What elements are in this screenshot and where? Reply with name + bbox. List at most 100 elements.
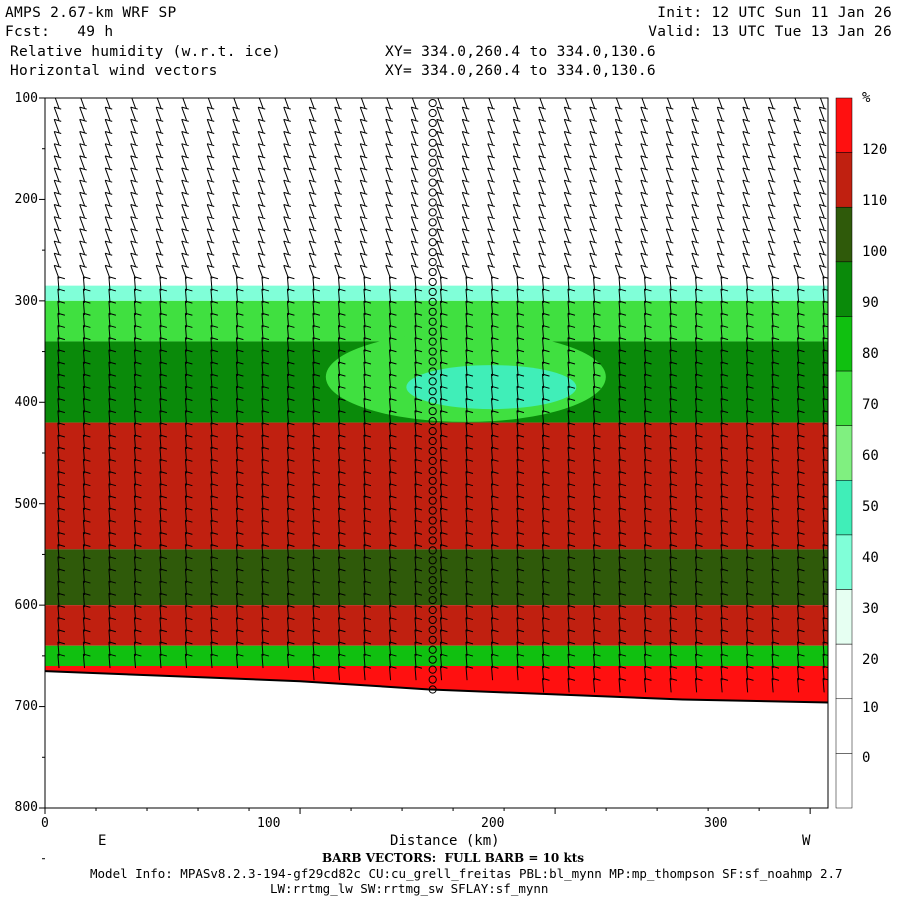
- barb-shaft: [130, 228, 136, 243]
- wind-barb: [82, 568, 91, 583]
- wind-barb: [82, 434, 91, 449]
- barb-flag: [185, 471, 193, 474]
- cross-section-xy-1: XY= 334.0,260.4 to 334.0,130.6: [385, 44, 656, 60]
- barb-shaft: [465, 422, 468, 437]
- wind-barb: [308, 167, 317, 182]
- barb-flag: [334, 216, 342, 220]
- wind-barb: [286, 519, 295, 535]
- wind-barb: [312, 312, 321, 328]
- wind-barb: [797, 312, 805, 328]
- wind-barb: [516, 531, 525, 547]
- wind-barb: [592, 410, 601, 425]
- barb-shaft: [771, 337, 774, 352]
- barb-flag: [644, 458, 652, 462]
- barb-shaft: [592, 617, 596, 632]
- barb-flag: [108, 324, 117, 328]
- wind-barb: [235, 531, 244, 547]
- barb-flag: [185, 556, 193, 560]
- barb-flag: [822, 337, 828, 340]
- barb-shaft: [337, 593, 341, 608]
- barb-flag: [440, 458, 448, 462]
- barb-flag: [411, 167, 419, 171]
- barb-flag: [491, 629, 499, 633]
- barb-shaft: [155, 131, 162, 145]
- wind-barb: [308, 118, 317, 133]
- barb-shaft: [181, 143, 187, 158]
- colorbar-label: 20: [862, 652, 879, 668]
- wind-barb: [592, 349, 601, 364]
- barb-shaft: [363, 349, 366, 364]
- wind-barb: [793, 228, 801, 243]
- wind-barb: [742, 240, 750, 255]
- wind-barb: [665, 252, 674, 267]
- barb-flag: [57, 410, 66, 414]
- wind-barb: [312, 519, 321, 535]
- barb-flag: [440, 471, 448, 474]
- barb-flag: [695, 385, 703, 389]
- barb-shaft: [286, 556, 290, 571]
- wind-barb: [614, 143, 623, 158]
- wind-barb: [232, 216, 240, 231]
- barb-flag: [411, 118, 419, 122]
- barb-shaft: [337, 629, 341, 644]
- barb-flag: [567, 276, 576, 280]
- wind-barb: [53, 179, 62, 194]
- barb-flag: [695, 276, 703, 280]
- barb-flag: [130, 191, 138, 195]
- barb-flag: [669, 483, 678, 487]
- barb-flag: [822, 580, 828, 583]
- wind-barb: [334, 240, 342, 255]
- barb-flag: [159, 617, 168, 621]
- barb-flag: [338, 544, 346, 548]
- barb-shaft: [695, 434, 698, 449]
- barb-shaft: [388, 398, 392, 413]
- barb-shaft: [695, 483, 698, 498]
- barb-shaft: [53, 240, 60, 255]
- barb-shaft: [388, 483, 392, 498]
- wind-barb: [108, 324, 117, 340]
- barb-flag: [181, 143, 189, 147]
- wind-barb: [337, 495, 346, 510]
- barb-flag: [822, 324, 828, 328]
- barb-flag: [312, 471, 321, 474]
- wind-barb: [746, 410, 754, 425]
- wind-barb: [184, 312, 193, 328]
- barb-shaft: [363, 544, 366, 559]
- wind-barb: [337, 604, 346, 620]
- barb-shaft: [716, 180, 723, 194]
- wind-barb: [643, 410, 652, 425]
- barb-shaft: [695, 629, 698, 644]
- barb-flag: [287, 629, 295, 633]
- barb-shaft: [108, 654, 111, 669]
- barb-shaft: [695, 544, 698, 559]
- barb-flag: [768, 179, 776, 183]
- wind-barb: [410, 252, 419, 267]
- colorbar-label: 80: [862, 346, 879, 362]
- wind-barb: [643, 434, 652, 449]
- barb-flag: [108, 653, 117, 657]
- barb-flag: [797, 458, 805, 462]
- calm-circle: [428, 317, 437, 326]
- barb-shaft: [720, 447, 723, 462]
- barb-shaft: [359, 106, 366, 121]
- wind-barb: [312, 422, 321, 437]
- wind-barb: [692, 98, 698, 109]
- calm-circle: [428, 158, 437, 167]
- barb-shaft: [334, 240, 341, 255]
- barb-shaft: [414, 447, 417, 462]
- wind-barb: [490, 312, 499, 328]
- wind-barb: [465, 422, 474, 437]
- wind-barb: [516, 410, 525, 425]
- barb-flag: [338, 580, 346, 584]
- barb-flag: [542, 665, 550, 669]
- barb-flag: [465, 495, 474, 499]
- wind-barb: [618, 422, 627, 437]
- barb-flag: [108, 300, 117, 304]
- wind-barb: [181, 240, 189, 255]
- barb-flag: [134, 276, 142, 280]
- barb-shaft: [79, 228, 85, 243]
- barb-flag: [236, 507, 244, 511]
- wind-barb: [312, 373, 321, 389]
- barb-flag: [57, 458, 66, 462]
- barb-shaft: [695, 495, 698, 510]
